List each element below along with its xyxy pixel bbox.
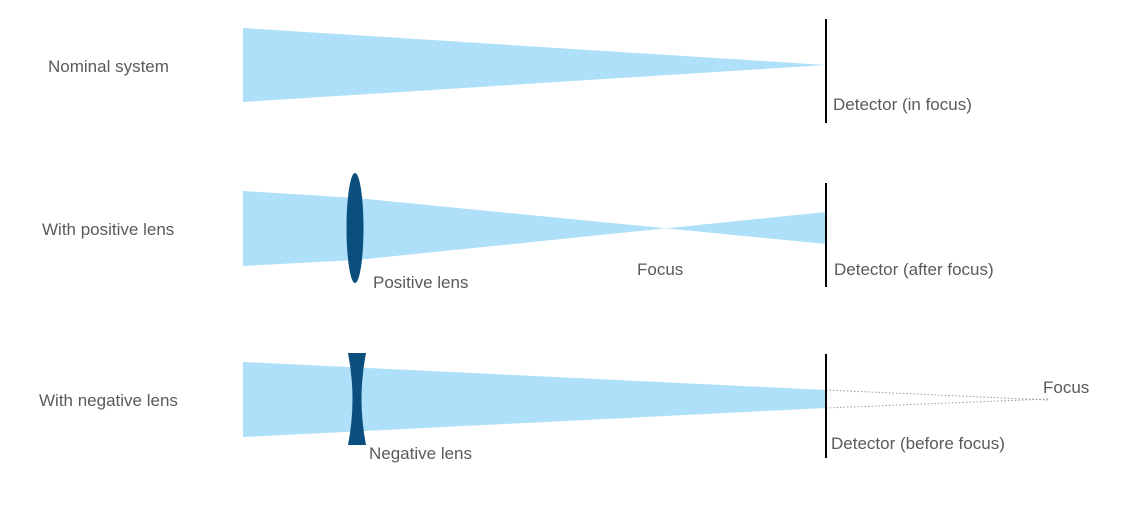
- beam-positive-converging: [243, 191, 356, 266]
- focus-label-negative: Focus: [1043, 378, 1089, 397]
- detector-label-nominal: Detector (in focus): [833, 95, 972, 114]
- focus-label-positive: Focus: [637, 260, 683, 279]
- beam-negative: [243, 362, 826, 437]
- beam-nominal: [243, 28, 826, 102]
- row-label-nominal: Nominal system: [48, 57, 169, 76]
- virtual-ray-upper: [825, 389, 1049, 401]
- negative-lens-label: Negative lens: [369, 444, 472, 463]
- row-positive: With positive lens Positive lens Focus D…: [42, 173, 994, 292]
- beam-positive-crossing: [356, 198, 826, 260]
- virtual-ray-lower: [825, 398, 1049, 409]
- row-negative: With negative lens Negative lens Focus D…: [39, 353, 1089, 463]
- positive-lens-label: Positive lens: [373, 273, 468, 292]
- row-label-positive: With positive lens: [42, 220, 174, 239]
- row-nominal: Nominal system Detector (in focus): [48, 19, 972, 123]
- negative-lens: [348, 353, 366, 445]
- detector-label-positive: Detector (after focus): [834, 260, 994, 279]
- positive-lens: [346, 173, 364, 283]
- detector-label-negative: Detector (before focus): [831, 434, 1005, 453]
- row-label-negative: With negative lens: [39, 391, 178, 410]
